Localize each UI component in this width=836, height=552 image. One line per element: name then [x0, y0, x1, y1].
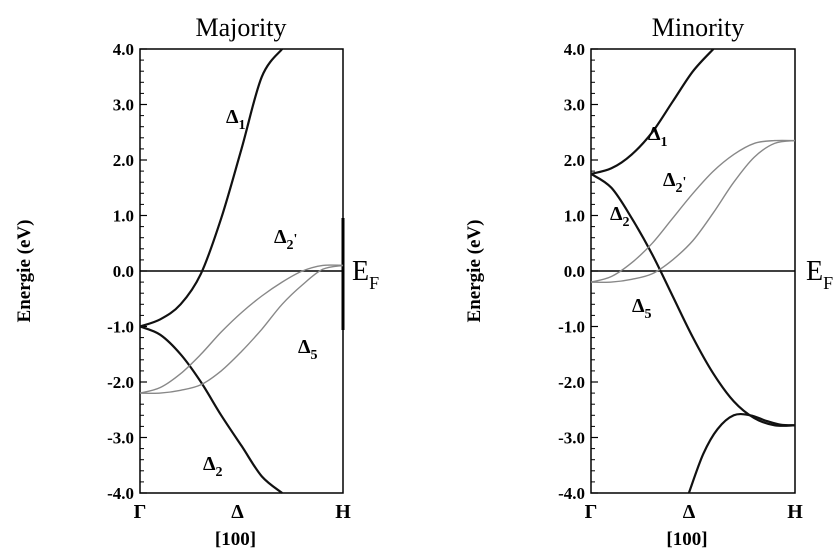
- y-tick-label: 1.0: [113, 207, 134, 226]
- y-tick-label: -3.0: [558, 429, 585, 448]
- y-tick-label: 0.0: [564, 262, 585, 281]
- y-tick-label: -2.0: [558, 373, 585, 392]
- band-curve-1: [139, 325, 283, 494]
- y-tick-label: 3.0: [564, 96, 585, 115]
- x-tick-label: Γ: [134, 501, 147, 523]
- band-curve-3: [590, 139, 796, 284]
- band-label: Δ2: [203, 453, 223, 480]
- y-tick-label: 3.0: [113, 96, 134, 115]
- x-tick-label: Γ: [585, 501, 598, 523]
- y-tick-label: 2.0: [113, 151, 134, 170]
- band-label: Δ1: [226, 106, 246, 133]
- band-label: Δ1: [648, 123, 668, 150]
- x-tick-label: H: [335, 501, 351, 523]
- y-axis-title: Energie (eV): [464, 220, 485, 323]
- band-label: Δ5: [632, 295, 652, 322]
- panel-title: Majority: [196, 13, 287, 42]
- panel-minority: Minority 4.0 3.0 2.0 1.0 0.0 -1.0 -2.0 -3.0 -4.0 E…: [464, 13, 833, 550]
- x-tick-label: Δ: [683, 501, 696, 523]
- band-label: Δ2': [274, 226, 297, 253]
- band-curve-2: [590, 139, 796, 283]
- band-curve-1: [590, 172, 796, 427]
- band-curve-4: [687, 412, 796, 494]
- y-tick-label: 2.0: [564, 151, 585, 170]
- fermi-level-label: EF: [352, 256, 379, 293]
- y-tick-label: -1.0: [558, 318, 585, 337]
- fermi-level-label: EF: [806, 256, 833, 293]
- band-label: Δ5: [298, 336, 318, 363]
- panel-majority: Majority 4.0 3.0 2.0 1.0 0.0 -1.0 -2.0 -3.0 -4.0 E…: [14, 13, 379, 550]
- y-tick-label: -2.0: [107, 373, 134, 392]
- band-label: Δ2: [610, 203, 630, 230]
- y-axis-title: Energie (eV): [14, 220, 35, 323]
- y-tick-label: -4.0: [107, 484, 134, 503]
- y-tick-label: 4.0: [113, 40, 134, 59]
- x-tick-label: Δ: [231, 501, 244, 523]
- band-curve-3: [139, 264, 344, 395]
- x-tick-label: H: [787, 501, 803, 523]
- x-axis-title: [100]: [666, 529, 707, 550]
- y-tick-label: 4.0: [564, 40, 585, 59]
- y-tick-label: -3.0: [107, 429, 134, 448]
- band-curve-0: [590, 48, 715, 175]
- y-tick-label: 0.0: [113, 262, 134, 281]
- band-curve-0: [139, 48, 283, 328]
- panel-title: Minority: [652, 13, 744, 42]
- x-axis-title: [100]: [215, 529, 256, 550]
- y-tick-label: 1.0: [564, 207, 585, 226]
- y-tick-label: -4.0: [558, 484, 585, 503]
- band-label: Δ2': [663, 169, 686, 196]
- band-curve-2: [139, 264, 344, 394]
- y-tick-label: -1.0: [107, 318, 134, 337]
